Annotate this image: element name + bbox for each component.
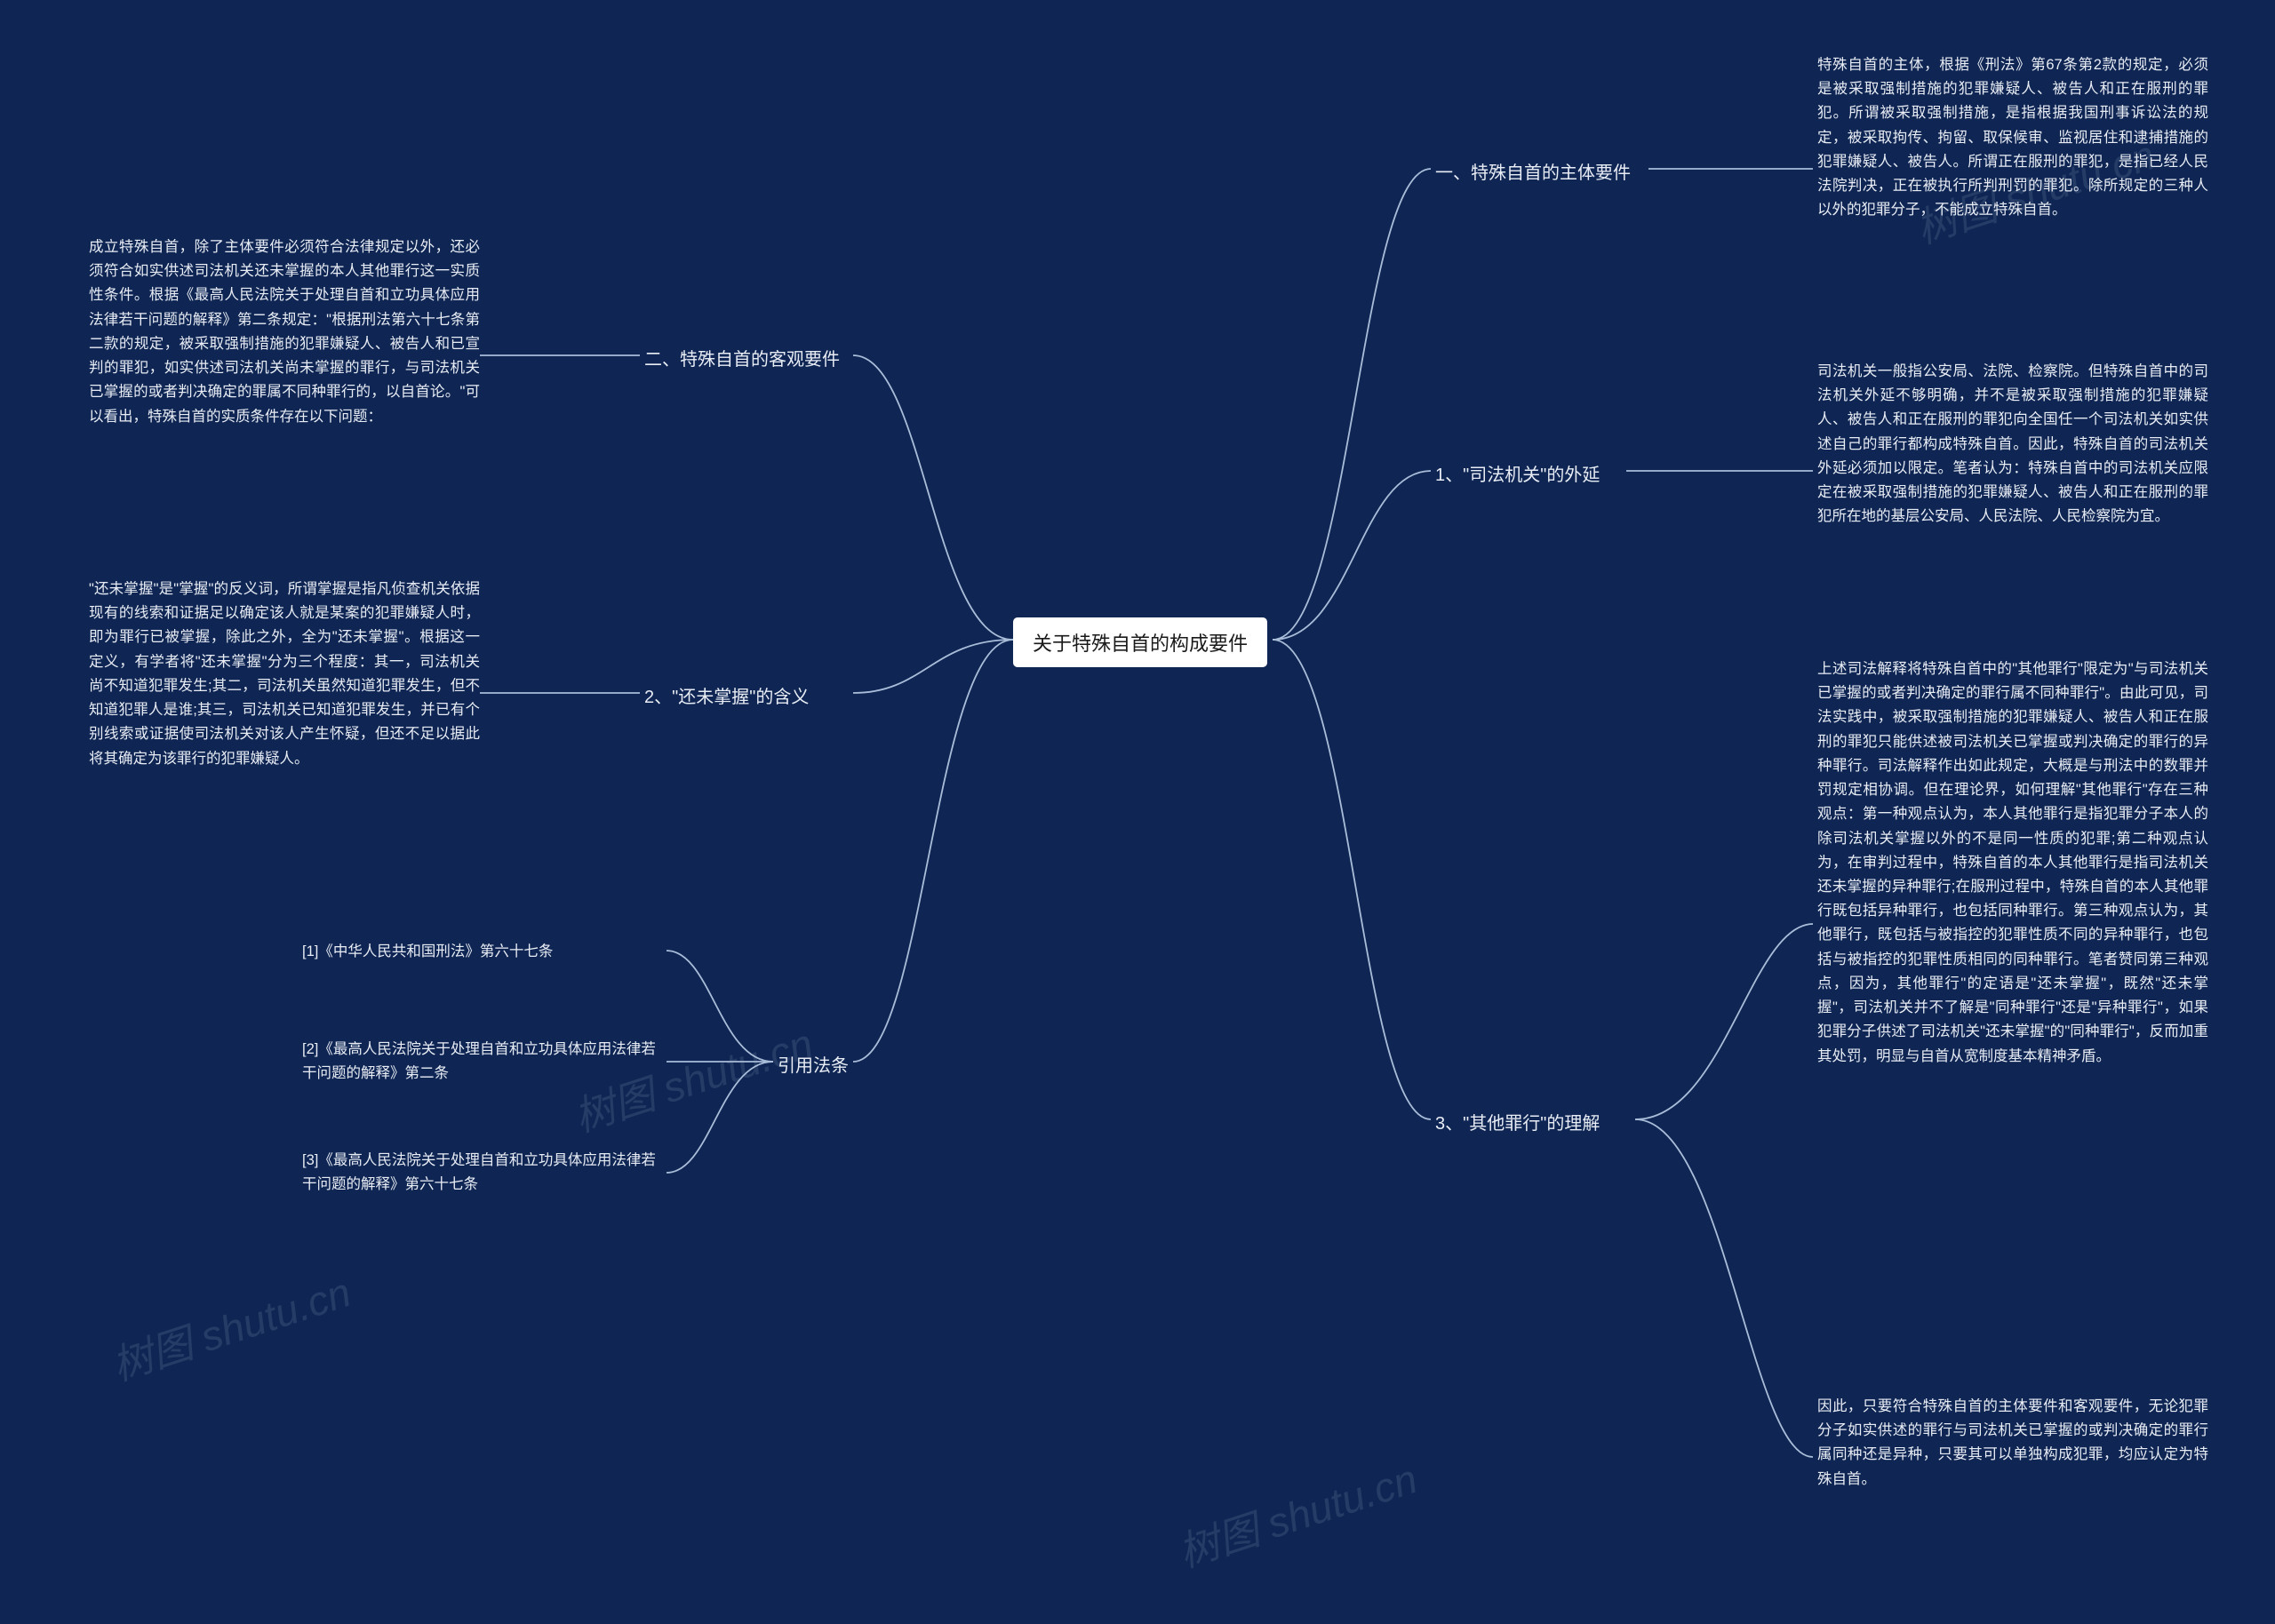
watermark: 树图 shutu.cn xyxy=(1170,1447,1424,1580)
branch-objective-requirement: 二、特殊自首的客观要件 xyxy=(644,345,840,370)
root-node: 关于特殊自首的构成要件 xyxy=(1013,617,1267,667)
branch-judicial-organ: 1、"司法机关"的外延 xyxy=(1435,460,1600,486)
leaf-objective-requirement: 成立特殊自首，除了主体要件必须符合法律规定以外，还必须符合如实供述司法机关还未掌… xyxy=(89,235,480,429)
leaf-not-yet-grasped: "还未掌握"是"掌握"的反义词，所谓掌握是指凡侦查机关依据现有的线索和证据足以确… xyxy=(89,577,480,771)
watermark: 树图 shutu.cn xyxy=(104,1261,357,1393)
leaf-subject-requirement: 特殊自首的主体，根据《刑法》第67条第2款的规定，必须是被采取强制措施的犯罪嫌疑… xyxy=(1817,53,2208,223)
branch-subject-requirement: 一、特殊自首的主体要件 xyxy=(1435,158,1631,184)
leaf-other-crimes-1: 上述司法解释将特殊自首中的"其他罪行"限定为"与司法机关已掌握的或者判决确定的罪… xyxy=(1817,657,2208,1069)
branch-not-yet-grasped: 2、"还未掌握"的含义 xyxy=(644,682,809,708)
leaf-cite-3: [3]《最高人民法院关于处理自首和立功具体应用法律若干问题的解释》第六十七条 xyxy=(302,1149,667,1197)
leaf-cite-1: [1]《中华人民共和国刑法》第六十七条 xyxy=(302,940,667,964)
branch-cited-articles: 引用法条 xyxy=(778,1051,849,1077)
branch-other-crimes: 3、"其他罪行"的理解 xyxy=(1435,1109,1600,1134)
leaf-cite-2: [2]《最高人民法院关于处理自首和立功具体应用法律若干问题的解释》第二条 xyxy=(302,1038,667,1086)
leaf-other-crimes-2: 因此，只要符合特殊自首的主体要件和客观要件，无论犯罪分子如实供述的罪行与司法机关… xyxy=(1817,1395,2208,1492)
leaf-judicial-organ: 司法机关一般指公安局、法院、检察院。但特殊自首中的司法机关外延不够明确，并不是被… xyxy=(1817,360,2208,529)
